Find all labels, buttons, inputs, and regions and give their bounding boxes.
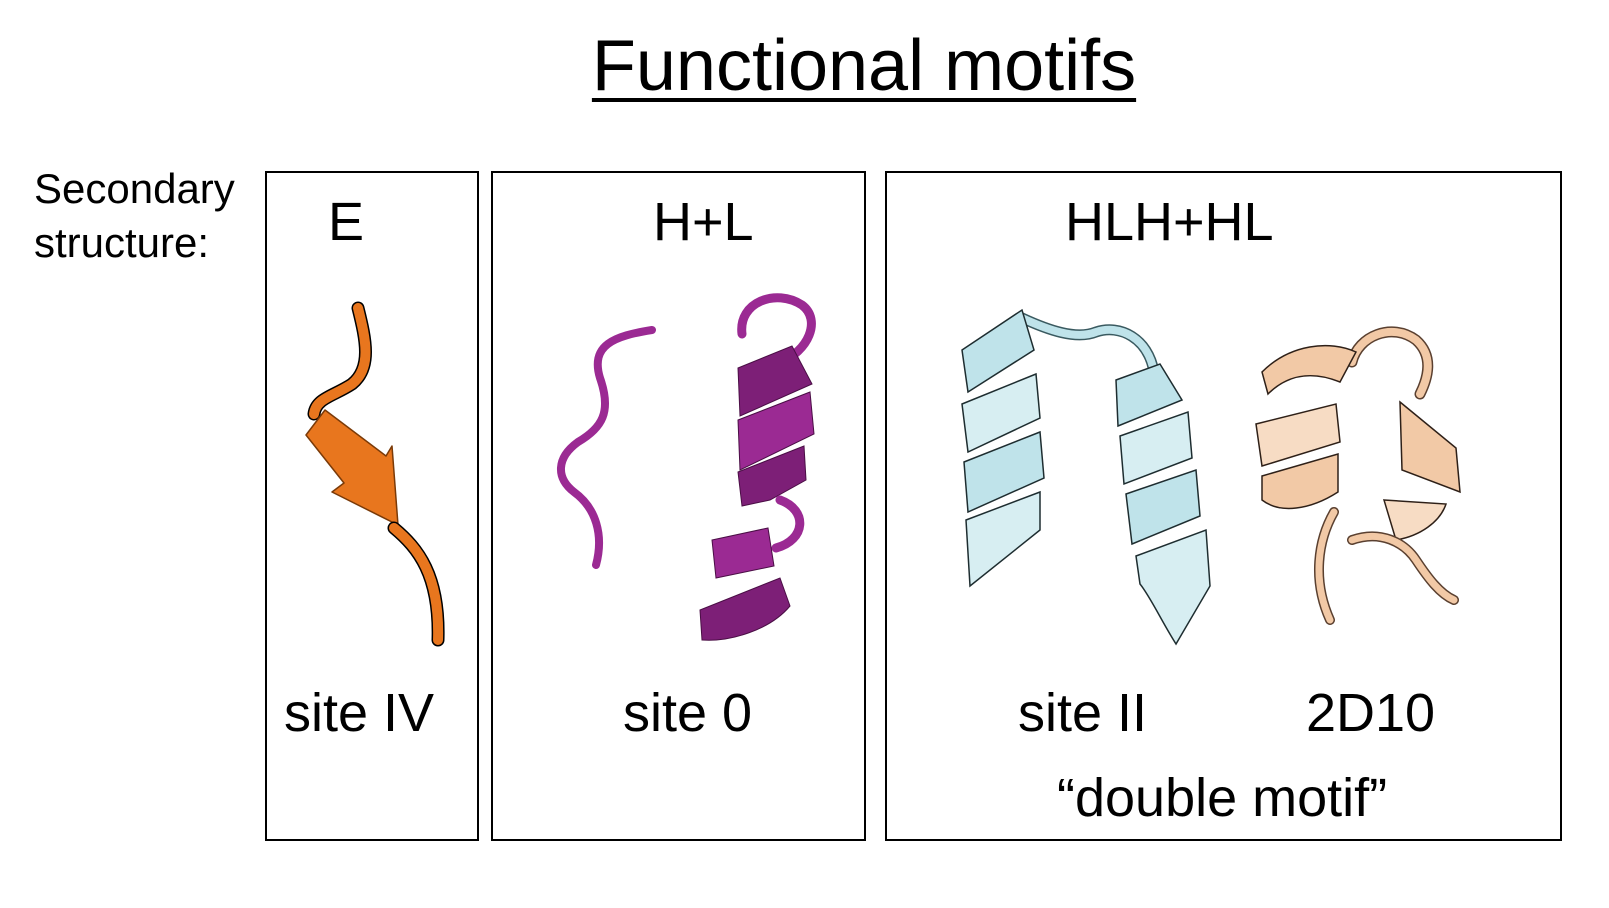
beta-strand-cartoon: [305, 301, 445, 647]
hlh-cartoon: [961, 308, 1211, 646]
secondary-structure-label: Secondary structure:: [34, 162, 235, 270]
secondary-label-line1: Secondary: [34, 165, 235, 212]
secondary-label-line2: structure:: [34, 219, 210, 266]
panel-h-l: [491, 171, 866, 841]
structure-label-e: E: [328, 192, 365, 252]
motif-name-site-iv: site IV: [284, 683, 435, 743]
helix-cartoon: [699, 293, 816, 641]
double-motif-note: “double motif”: [1057, 768, 1388, 828]
loop-cartoon: [557, 326, 656, 569]
structure-label-h-l: H+L: [653, 192, 754, 252]
panel-e: [265, 171, 479, 841]
structure-label-hlh-hl: HLH+HL: [1065, 192, 1274, 252]
page-title: Functional motifs: [591, 26, 1137, 106]
motif-name-site-ii: site II: [1018, 683, 1148, 743]
hl-cartoon: [1255, 326, 1461, 625]
motif-name-site-0: site 0: [623, 683, 753, 743]
panel-hlh-hl: [885, 171, 1562, 841]
motif-name-2d10: 2D10: [1306, 683, 1436, 743]
